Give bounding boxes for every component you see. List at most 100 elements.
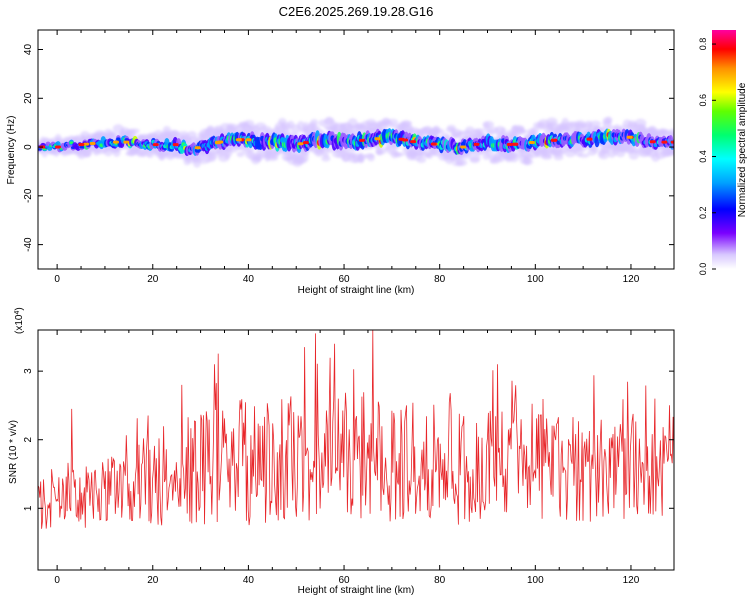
spectrogram-cell bbox=[591, 147, 600, 154]
snr-xtick-label: 100 bbox=[527, 575, 544, 586]
spectrogram-cell bbox=[310, 118, 319, 127]
spectrogram-cell bbox=[38, 148, 42, 151]
spectrogram-peak-cell bbox=[297, 142, 304, 146]
spectrogram-cell bbox=[321, 155, 331, 162]
spectrogram-peak-cell bbox=[172, 143, 179, 147]
spectrogram-peak-cell bbox=[430, 142, 437, 146]
spectrogram-ylabel: Frequency (Hz) bbox=[6, 116, 17, 185]
spectrogram-cell bbox=[523, 158, 534, 166]
spectrogram-cell bbox=[416, 156, 427, 164]
spectrogram-cell bbox=[531, 126, 540, 136]
spectrogram-peak-cell bbox=[123, 140, 130, 144]
snr-xtick-label: 120 bbox=[623, 575, 640, 586]
spectrogram-ticks: 0 20 40 60 80 100 120 -40 -20 0 20 40 bbox=[23, 30, 674, 285]
spectrogram-peak-cell bbox=[194, 146, 201, 150]
snr-ytick-label: 3 bbox=[23, 368, 34, 374]
spectrogram-cell bbox=[482, 120, 494, 129]
spectrogram-cell bbox=[236, 151, 245, 158]
spectrogram-peak-cell bbox=[235, 138, 242, 142]
spectrogram-peak-cell bbox=[152, 143, 159, 147]
snr-scale-label: (x104) bbox=[14, 307, 26, 334]
spectrogram-ytick-label: 40 bbox=[23, 44, 34, 56]
spectrogram-peak-cell bbox=[506, 142, 513, 146]
spectrogram-cell bbox=[507, 153, 519, 163]
spectrogram-peak-cell bbox=[78, 143, 85, 147]
spectrogram-cell bbox=[206, 153, 218, 160]
spectrogram-ytick-label: 0 bbox=[23, 144, 34, 150]
snr-xlabel: Height of straight line (km) bbox=[298, 585, 415, 596]
spectrogram-frame bbox=[37, 29, 675, 270]
spectrogram-ytick-label: 20 bbox=[23, 92, 34, 104]
spectrogram-band bbox=[38, 116, 674, 168]
snr-xtick-label: 40 bbox=[243, 575, 255, 586]
spectrogram-cell bbox=[146, 153, 154, 159]
spectrogram-peak-cell bbox=[83, 142, 90, 146]
spectrogram-cell bbox=[302, 150, 310, 157]
spectrogram-peak-cell bbox=[89, 141, 96, 145]
spectrogram-cell bbox=[589, 120, 602, 127]
snr-frame bbox=[37, 329, 675, 571]
snr-xtick-label: 60 bbox=[338, 575, 350, 586]
spectrogram-peak-cell bbox=[551, 138, 558, 142]
spectrogram-cell bbox=[474, 128, 486, 133]
spectrogram-xtick-label: 100 bbox=[527, 274, 544, 285]
colorbar-scale bbox=[712, 30, 736, 269]
snr-ytick-label: 2 bbox=[23, 436, 34, 442]
colorbar-tick-label: 0.0 bbox=[698, 263, 708, 276]
spectrogram-cell bbox=[367, 153, 375, 162]
spectrogram-panel: 0 20 40 60 80 100 120 -40 -20 0 20 40 Height of str… bbox=[6, 29, 675, 296]
spectrogram-cell bbox=[500, 127, 507, 137]
spectrogram-peak-cell bbox=[374, 137, 381, 141]
spectrogram-cell bbox=[455, 159, 468, 167]
spectrogram-peak-cell bbox=[586, 137, 593, 141]
chart-title: C2E6.2025.269.19.28.G16 bbox=[279, 4, 434, 19]
spectrogram-xlabel: Height of straight line (km) bbox=[298, 285, 415, 296]
spectrogram-xtick-label: 20 bbox=[147, 274, 159, 285]
colorbar-tick-label: 0.6 bbox=[698, 94, 708, 107]
colorbar-tick-label: 0.4 bbox=[698, 150, 708, 163]
spectrogram-cell bbox=[393, 152, 406, 157]
spectrogram-peak-cell bbox=[302, 141, 309, 145]
spectrogram-peak-cell bbox=[55, 145, 62, 149]
spectrogram-cell bbox=[469, 157, 480, 164]
snr-ticks: 0 20 40 60 80 100 120 1 2 3 bbox=[23, 330, 674, 586]
spectrogram-peak-cell bbox=[358, 138, 365, 142]
snr-series-line bbox=[38, 330, 674, 529]
spectrogram-xtick-label: 120 bbox=[623, 274, 640, 285]
spectrogram-peak-cell bbox=[649, 140, 656, 144]
snr-ylabel: SNR (10 * v/v) bbox=[8, 420, 19, 484]
colorbar-ticks: 0.0 0.2 0.4 0.6 0.8 bbox=[698, 38, 716, 275]
spectrogram-ytick-label: -20 bbox=[23, 188, 34, 203]
spectrogram-cell bbox=[255, 149, 262, 156]
spectrogram-peak-cell bbox=[661, 140, 668, 144]
spectrogram-cell bbox=[605, 116, 613, 124]
spectrogram-cell bbox=[246, 145, 255, 153]
snr-xtick-label: 0 bbox=[54, 575, 60, 586]
snr-ytick-label: 1 bbox=[23, 505, 34, 511]
spectrogram-peak-cell bbox=[528, 141, 535, 145]
spectrogram-cell bbox=[69, 141, 74, 145]
spectrogram-cell bbox=[518, 128, 526, 133]
colorbar-label: Normalized spectral amplitude bbox=[737, 82, 748, 217]
colorbar-tick-label: 0.8 bbox=[698, 38, 708, 51]
spectrogram-peak-cell bbox=[215, 140, 222, 144]
spectrogram-peak-cell bbox=[670, 140, 674, 144]
spectrogram-peak-cell bbox=[245, 138, 252, 142]
spectrogram-cell bbox=[486, 148, 494, 158]
spectrogram-xtick-label: 60 bbox=[338, 274, 350, 285]
snr-xtick-label: 80 bbox=[434, 575, 446, 586]
spectrogram-cell bbox=[577, 153, 590, 158]
spectrogram-cell bbox=[170, 130, 181, 138]
spectrogram-xtick-label: 0 bbox=[54, 274, 60, 285]
snr-xtick-label: 20 bbox=[147, 575, 159, 586]
snr-panel: 0 20 40 60 80 100 120 1 2 3 (x104) SNR (10 * v/v)… bbox=[8, 307, 675, 596]
spectrogram-cell bbox=[112, 148, 121, 157]
colorbar: 0.0 0.2 0.4 0.6 0.8 Normalized spectral ampl… bbox=[698, 30, 748, 275]
spectrogram-cell bbox=[130, 128, 140, 134]
spectrogram-cell bbox=[375, 147, 387, 155]
spectrogram-xtick-label: 80 bbox=[434, 274, 446, 285]
spectrogram-peak-cell bbox=[402, 138, 409, 142]
spectrogram-ytick-label: -40 bbox=[23, 237, 34, 252]
spectrogram-cell bbox=[387, 118, 399, 126]
